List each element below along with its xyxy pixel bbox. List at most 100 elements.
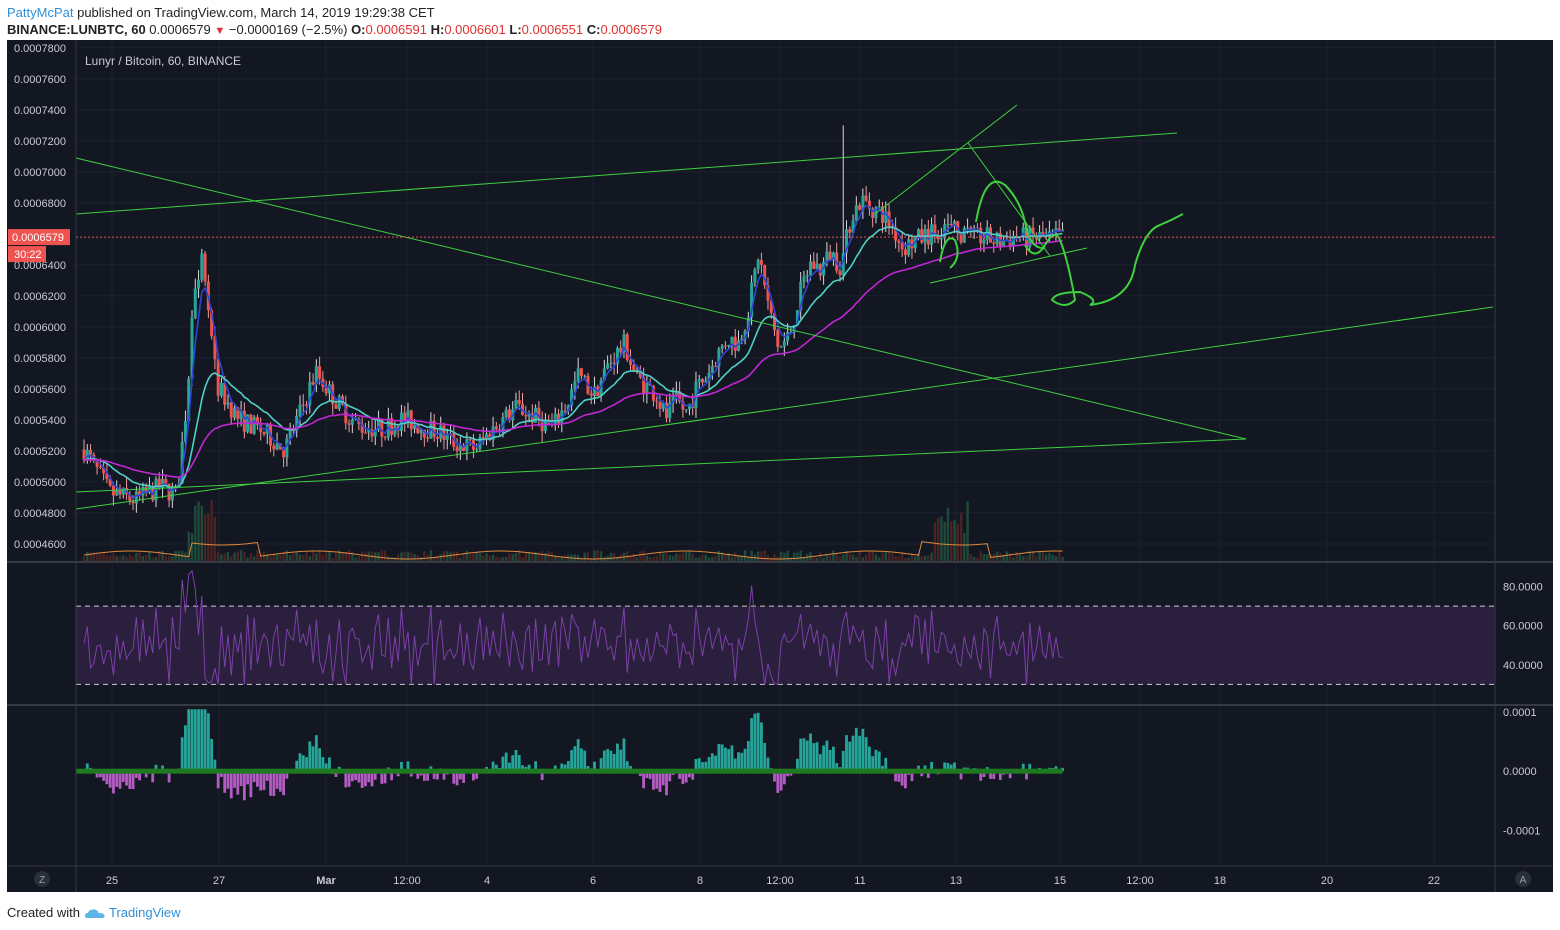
volume-bar — [861, 557, 865, 561]
volume-bar — [878, 557, 881, 561]
histogram-bar — [809, 733, 812, 772]
volume-bar — [429, 550, 433, 561]
down-arrow-icon: ▼ — [214, 25, 226, 37]
candle — [766, 277, 770, 310]
histogram-bar — [396, 771, 400, 777]
histogram-tick-label: -0.0001 — [1503, 825, 1540, 837]
volume-bar — [642, 550, 645, 561]
volume-bar — [1015, 552, 1018, 561]
histogram-bar — [223, 771, 227, 793]
histogram-bar — [370, 771, 374, 787]
volume-bar — [321, 554, 325, 561]
price-tick-label: 0.0005000 — [14, 477, 66, 489]
trendline[interactable] — [75, 306, 1494, 510]
candle — [242, 402, 246, 439]
volume-bar — [927, 555, 930, 561]
volume-bar — [681, 552, 685, 561]
volume-bar — [999, 552, 1002, 561]
candle — [327, 380, 331, 401]
volume-bar — [740, 556, 743, 561]
candle — [854, 196, 858, 225]
rsi-tick-label: 40.0000 — [1503, 660, 1543, 672]
author-link[interactable]: PattyMcPat — [7, 5, 74, 20]
close-label: C: — [586, 22, 601, 37]
auto-scale-button[interactable]: A — [1515, 871, 1531, 887]
candle — [900, 233, 904, 257]
histogram-bar — [190, 709, 194, 772]
candle — [674, 381, 678, 404]
histogram-bar — [272, 771, 276, 796]
candle — [753, 267, 757, 287]
trendline[interactable] — [75, 438, 1247, 493]
volume-bar — [459, 557, 462, 561]
svg-text:Z: Z — [39, 875, 45, 886]
volume-bar — [904, 557, 907, 561]
histogram-bar — [282, 771, 286, 796]
volume-bar — [200, 505, 204, 561]
volume-bar — [328, 550, 331, 561]
histogram-bar — [354, 771, 358, 781]
volume-bar — [190, 533, 194, 561]
volume-bar — [233, 552, 236, 561]
price-tick-label: 0.0007200 — [14, 136, 66, 148]
candle — [288, 422, 292, 445]
histogram-bar — [108, 771, 112, 788]
volume-ma-line — [83, 541, 1063, 560]
histogram-bar — [416, 771, 420, 779]
volume-bar — [239, 550, 243, 561]
publish-line: PattyMcPat published on TradingView.com,… — [7, 5, 435, 20]
price-change: −0.0000169 (−2.5%) — [228, 22, 348, 37]
volume-bar — [161, 550, 164, 561]
volume-bar — [478, 553, 482, 561]
candle — [128, 491, 132, 505]
volume-bar — [364, 552, 367, 561]
volume-bar — [1058, 552, 1061, 561]
histogram-bar — [187, 709, 191, 772]
volume-bar — [612, 553, 616, 561]
candle — [756, 258, 760, 274]
volume-bar — [747, 556, 750, 561]
volume-bar — [963, 533, 966, 561]
zoom-button[interactable]: Z — [34, 871, 50, 887]
trendline[interactable] — [874, 104, 1018, 215]
volume-bar — [704, 554, 707, 561]
volume-bar — [544, 552, 547, 561]
trendline[interactable] — [75, 132, 1178, 215]
histogram-bar — [134, 771, 138, 778]
candle — [799, 271, 803, 320]
histogram-bar — [301, 755, 305, 772]
trendline[interactable] — [75, 157, 1247, 440]
histogram-bar — [576, 739, 580, 772]
volume-bar — [819, 552, 822, 561]
candle — [867, 192, 871, 216]
histogram-bar — [508, 762, 511, 772]
volume-bar — [917, 552, 920, 561]
volume-bar — [609, 552, 613, 561]
volume-bar — [743, 550, 747, 561]
candle — [193, 278, 197, 320]
candle — [1011, 230, 1015, 252]
volume-bar — [485, 553, 488, 561]
candle — [632, 359, 636, 372]
volume-bar — [203, 514, 207, 561]
volume-bar — [177, 550, 181, 561]
trendline[interactable] — [929, 247, 1088, 284]
volume-bar — [1028, 550, 1031, 561]
histogram-bar — [877, 751, 881, 772]
candle — [360, 417, 364, 440]
histogram-bar — [979, 771, 983, 781]
mid-ma-line — [83, 226, 1063, 489]
tradingview-brand[interactable]: TradingView — [109, 905, 181, 920]
time-tick-label: 13 — [950, 875, 962, 887]
candle — [805, 269, 809, 283]
volume-bar — [1048, 553, 1051, 561]
histogram-bar — [799, 738, 803, 772]
histogram-bar — [760, 722, 763, 772]
candle — [730, 336, 734, 356]
histogram-bar — [1025, 771, 1028, 780]
volume-bar — [720, 552, 724, 561]
candle — [354, 412, 358, 421]
histogram-bar — [105, 771, 109, 785]
histogram-bar — [121, 771, 125, 782]
